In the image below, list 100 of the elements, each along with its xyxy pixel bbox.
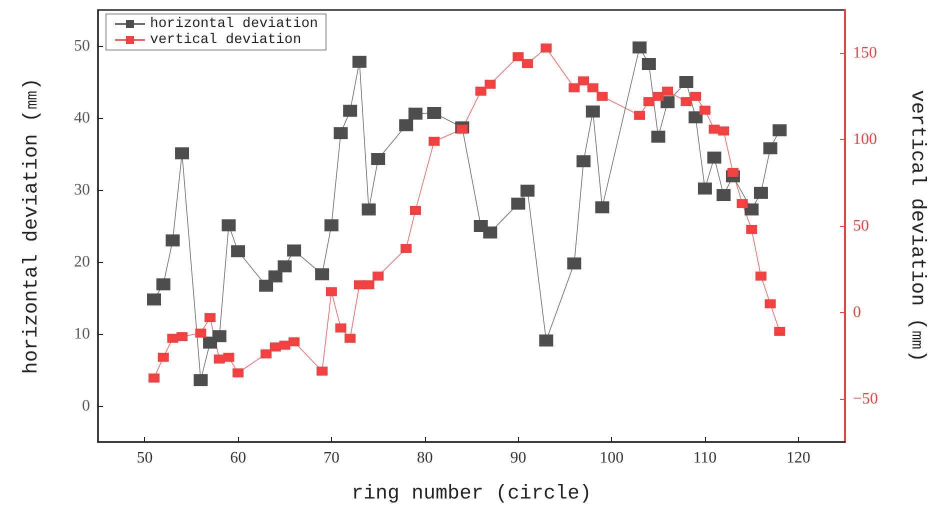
point: [662, 86, 674, 96]
point: [231, 245, 246, 258]
point: [754, 186, 768, 199]
x-tick-label: 110: [693, 450, 717, 466]
y-tick-label: 20: [74, 254, 90, 270]
point: [148, 374, 160, 383]
point: [539, 334, 554, 346]
point: [716, 189, 731, 202]
point: [212, 330, 226, 342]
point: [259, 280, 274, 292]
point: [652, 92, 664, 101]
point: [576, 155, 591, 168]
y2-tick-label: 100: [853, 131, 877, 148]
x-tick-label: 90: [510, 450, 526, 466]
point: [522, 59, 534, 68]
point: [680, 97, 692, 106]
point: [166, 234, 180, 246]
y-tick-label: 50: [74, 38, 90, 54]
point: [158, 352, 169, 362]
point: [232, 368, 244, 378]
point: [718, 126, 730, 136]
point: [651, 130, 666, 143]
legend-label: vertical deviation: [150, 32, 302, 48]
point: [288, 337, 300, 346]
y-axis-title: horizontal deviation (㎜): [20, 78, 44, 374]
point: [287, 244, 302, 256]
point: [634, 110, 646, 120]
point: [195, 328, 206, 338]
x-tick-label: 120: [786, 450, 810, 466]
point: [698, 182, 712, 195]
point: [567, 257, 582, 270]
point: [484, 80, 496, 89]
point: [335, 323, 346, 332]
point: [643, 97, 654, 106]
y2-tick-label: 0: [853, 304, 861, 321]
point: [707, 152, 722, 164]
x-tick-label: 70: [323, 450, 340, 466]
y2-tick-label: −50: [853, 390, 878, 408]
point: [278, 260, 292, 272]
point: [511, 198, 526, 210]
x-tick-label: 60: [230, 450, 246, 466]
point: [688, 111, 703, 124]
point: [679, 76, 694, 88]
point: [596, 92, 608, 101]
point: [371, 153, 386, 166]
y-tick-label: 0: [82, 398, 90, 414]
point: [774, 326, 786, 336]
point: [175, 147, 190, 160]
point: [324, 219, 338, 232]
point: [512, 52, 524, 62]
x-tick-label: 50: [136, 450, 153, 466]
point: [399, 119, 414, 132]
point: [690, 92, 702, 101]
point: [642, 58, 656, 70]
y-tick-label: 30: [74, 182, 90, 198]
y2-tick-label: 50: [853, 218, 869, 234]
point: [699, 106, 710, 115]
point: [427, 106, 442, 119]
x-axis-title: ring number (circle): [351, 482, 592, 506]
point: [744, 203, 759, 216]
legend-label: horizontal deviation: [150, 16, 318, 32]
y-tick-label: 10: [74, 326, 90, 342]
x-tick-label: 80: [416, 450, 433, 466]
point: [736, 199, 748, 208]
point: [755, 272, 766, 281]
point: [727, 168, 738, 177]
point: [456, 124, 468, 134]
point: [315, 268, 330, 280]
point: [260, 349, 272, 358]
point: [764, 299, 776, 308]
point: [372, 272, 384, 281]
x-tick-label: 100: [600, 450, 624, 466]
point: [520, 184, 535, 197]
point: [363, 280, 374, 290]
point: [400, 244, 412, 253]
point: [746, 224, 758, 234]
point: [344, 334, 356, 343]
point: [408, 108, 422, 120]
point: [540, 44, 552, 53]
point: [475, 86, 486, 96]
point: [194, 374, 208, 386]
point: [316, 366, 328, 376]
point: [326, 287, 337, 296]
point: [483, 226, 498, 238]
point: [268, 270, 282, 282]
point: [343, 104, 358, 117]
point: [632, 41, 647, 54]
point: [595, 201, 610, 214]
point: [156, 278, 170, 290]
y-tick-label: 40: [74, 110, 90, 126]
point: [147, 293, 162, 306]
point: [587, 83, 598, 92]
point: [568, 83, 580, 92]
point: [223, 352, 234, 362]
point: [204, 313, 216, 322]
y2-tick-label: 150: [853, 44, 877, 62]
point: [586, 106, 600, 118]
point: [362, 203, 376, 216]
y2-axis-title: vertical deviation (㎜): [906, 90, 928, 362]
point: [410, 206, 421, 215]
